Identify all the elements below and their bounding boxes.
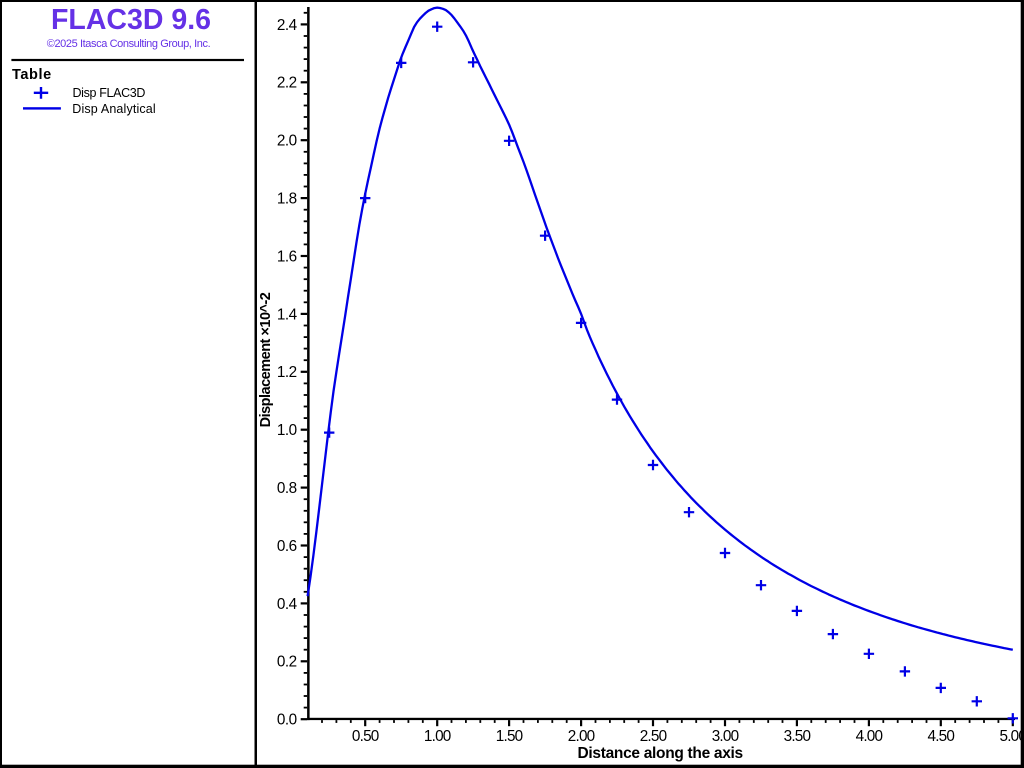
svg-text:Disp FLAC3D: Disp FLAC3D [73, 86, 146, 100]
svg-text:1.6: 1.6 [277, 248, 297, 265]
svg-text:2.4: 2.4 [277, 17, 298, 34]
svg-text:4.50: 4.50 [928, 728, 955, 745]
svg-text:2.50: 2.50 [640, 728, 667, 745]
svg-text:Displacement ×10^-2: Displacement ×10^-2 [258, 292, 274, 427]
svg-text:1.0: 1.0 [277, 422, 297, 439]
svg-text:2.2: 2.2 [277, 75, 297, 92]
svg-text:2.0: 2.0 [277, 133, 297, 150]
svg-text:1.00: 1.00 [424, 728, 451, 745]
svg-text:3.50: 3.50 [784, 728, 811, 745]
svg-text:0.50: 0.50 [352, 728, 379, 745]
svg-text:0.6: 0.6 [277, 538, 297, 555]
svg-text:5.00: 5.00 [1000, 728, 1024, 745]
svg-text:0.4: 0.4 [277, 596, 298, 613]
svg-text:3.00: 3.00 [712, 728, 739, 745]
svg-text:0.2: 0.2 [277, 654, 297, 671]
svg-text:Disp Analytical: Disp Analytical [72, 102, 156, 116]
svg-text:1.4: 1.4 [277, 306, 298, 323]
svg-text:0.0: 0.0 [277, 712, 297, 729]
svg-text:1.8: 1.8 [277, 191, 297, 208]
svg-text:©2025 Itasca Consulting Group,: ©2025 Itasca Consulting Group, Inc. [47, 38, 211, 50]
svg-text:0.8: 0.8 [277, 480, 297, 497]
svg-text:Table: Table [12, 67, 52, 83]
svg-text:Distance along the axis: Distance along the axis [578, 745, 743, 762]
svg-text:4.00: 4.00 [856, 728, 883, 745]
svg-text:2.00: 2.00 [568, 728, 595, 745]
svg-text:1.50: 1.50 [496, 728, 523, 745]
svg-text:1.2: 1.2 [277, 364, 297, 381]
svg-text:FLAC3D 9.6: FLAC3D 9.6 [51, 4, 211, 36]
